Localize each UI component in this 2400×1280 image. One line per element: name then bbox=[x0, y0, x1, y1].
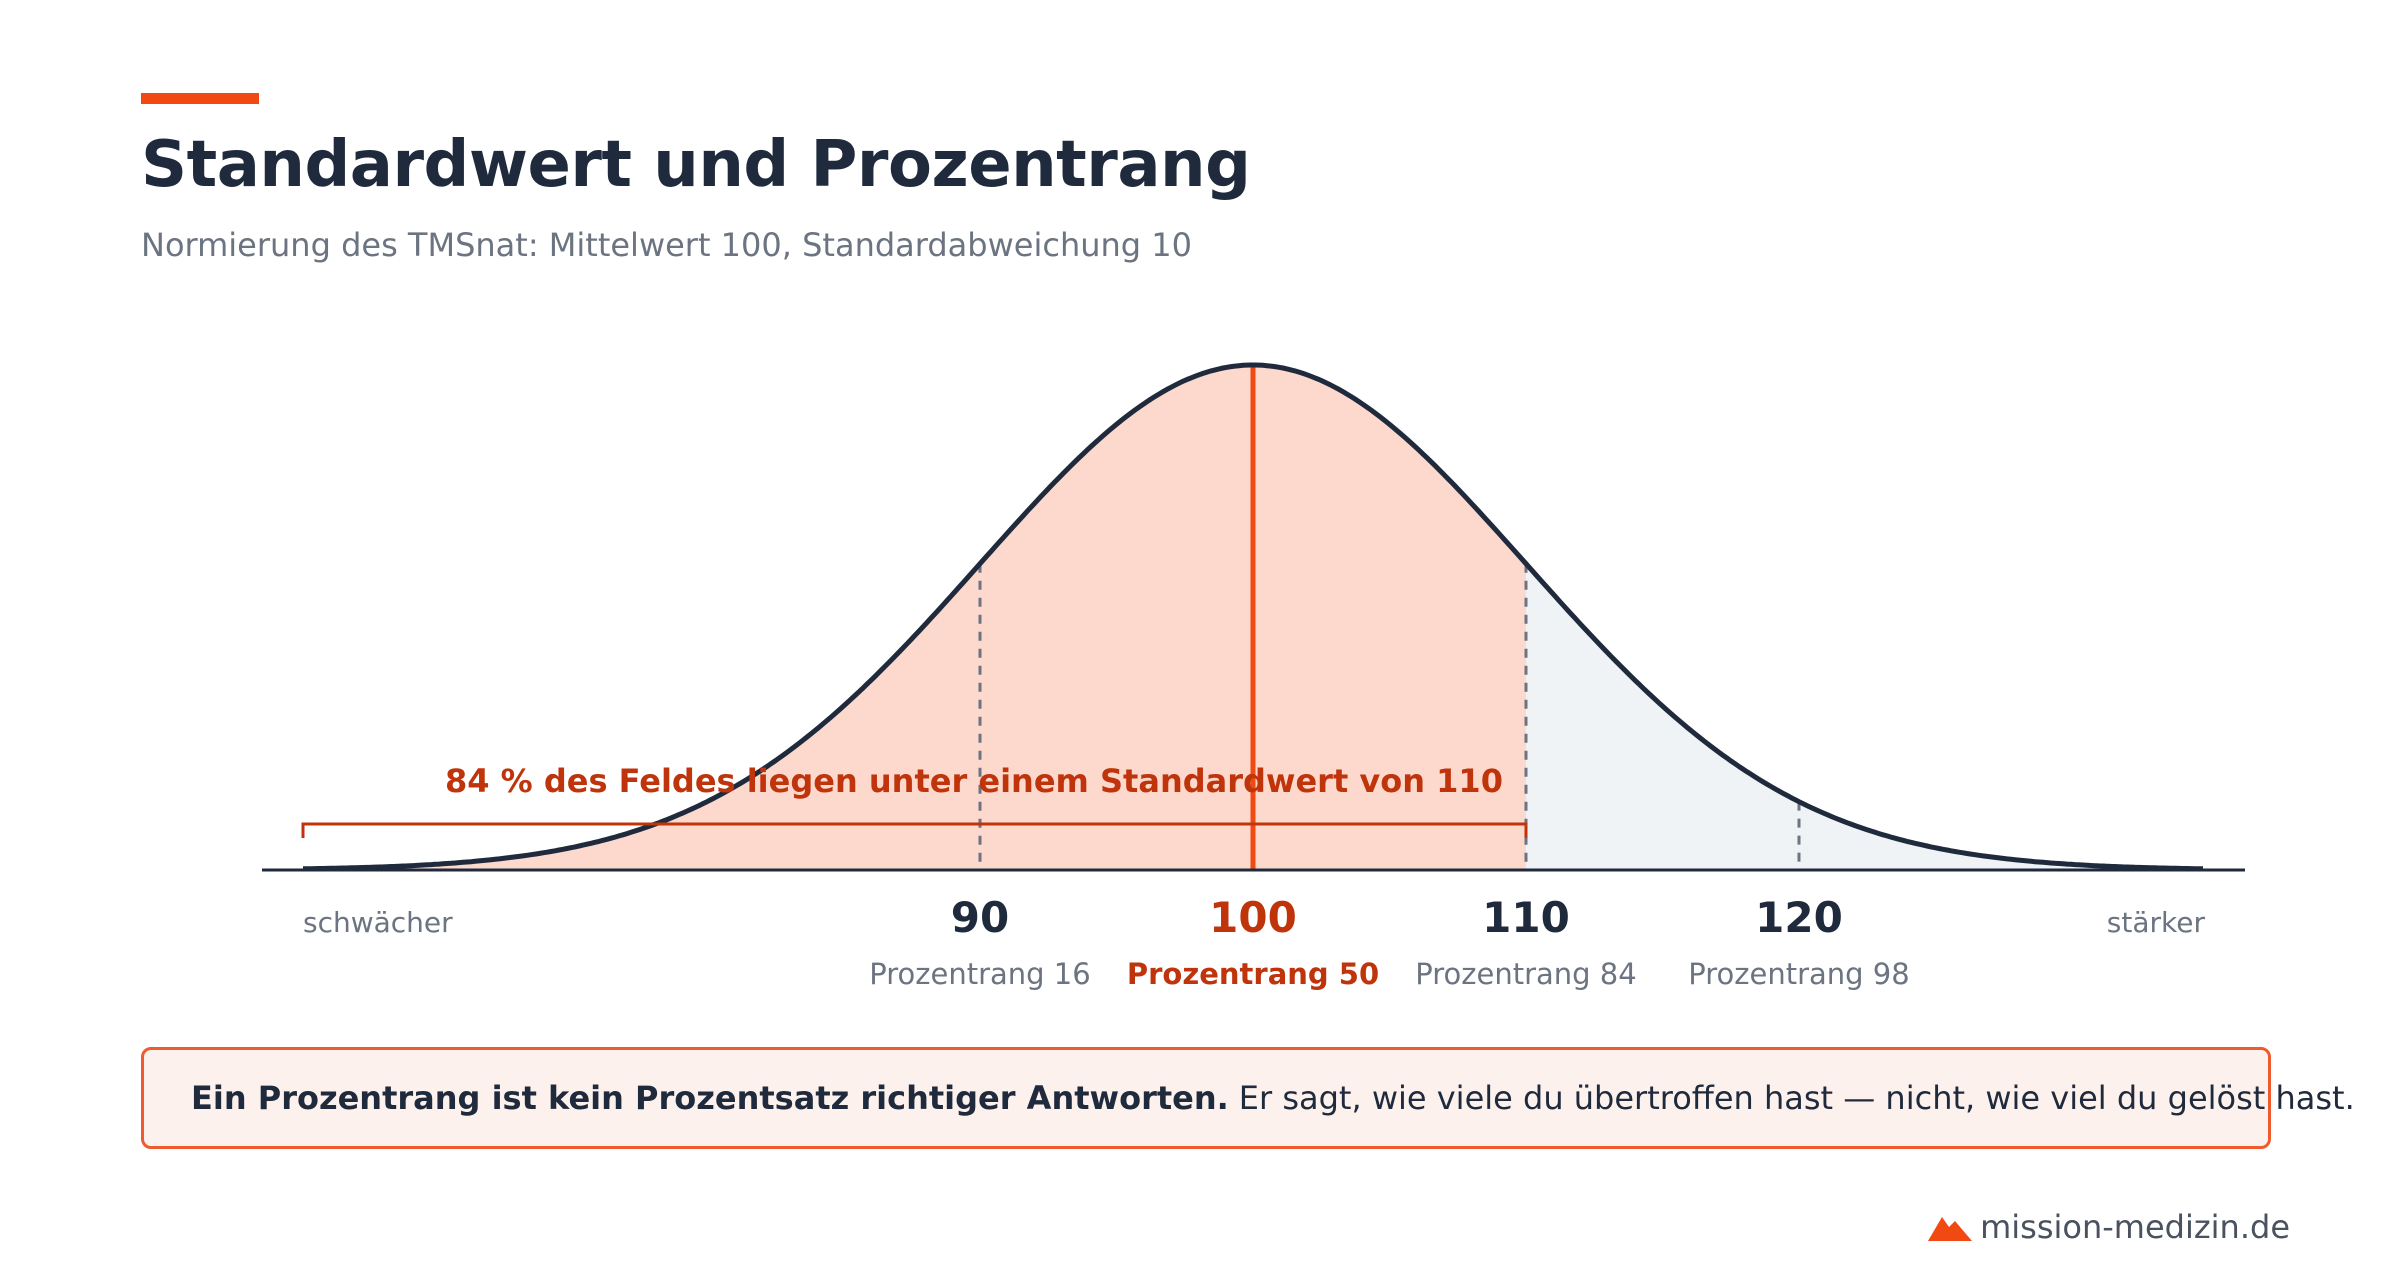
mountain-icon bbox=[1928, 1217, 1973, 1241]
note-bold: Ein Prozentrang ist kein Prozentsatz ric… bbox=[191, 1079, 1229, 1117]
axis-right-label: stärker bbox=[2107, 906, 2206, 939]
area-below-cut bbox=[303, 365, 1526, 870]
page-subtitle: Normierung des TMSnat: Mittelwert 100, S… bbox=[141, 226, 1192, 264]
note-box: Ein Prozentrang ist kein Prozentsatz ric… bbox=[141, 1047, 2355, 1149]
annotation-bracket bbox=[301, 822, 1528, 838]
footer-text: mission-medizin.de bbox=[1980, 1208, 2290, 1246]
distribution-curve bbox=[303, 362, 2203, 872]
note-text: Er sagt, wie viele du übertroffen hast —… bbox=[1238, 1079, 2355, 1117]
tick-label-90: 90 bbox=[951, 893, 1009, 942]
footer: mission-medizin.de bbox=[1928, 1208, 2290, 1246]
annotation-label: 84 % des Feldes liegen unter einem Stand… bbox=[445, 762, 1503, 800]
axis-left-label: schwächer bbox=[303, 906, 453, 939]
tick-label-120: 120 bbox=[1755, 893, 1843, 942]
area-above-cut bbox=[1526, 563, 2205, 870]
percentile-label-90: Prozentrang 16 bbox=[869, 957, 1090, 991]
percentile-label-110: Prozentrang 84 bbox=[1415, 957, 1636, 991]
tick-label-110: 110 bbox=[1482, 893, 1570, 942]
percentile-label-120: Prozentrang 98 bbox=[1688, 957, 1909, 991]
accent-bar bbox=[141, 93, 259, 104]
tick-label-100: 100 bbox=[1209, 893, 1297, 942]
percentile-label-100: Prozentrang 50 bbox=[1127, 957, 1379, 991]
page-title: Standardwert und Prozentrang bbox=[141, 128, 1251, 202]
